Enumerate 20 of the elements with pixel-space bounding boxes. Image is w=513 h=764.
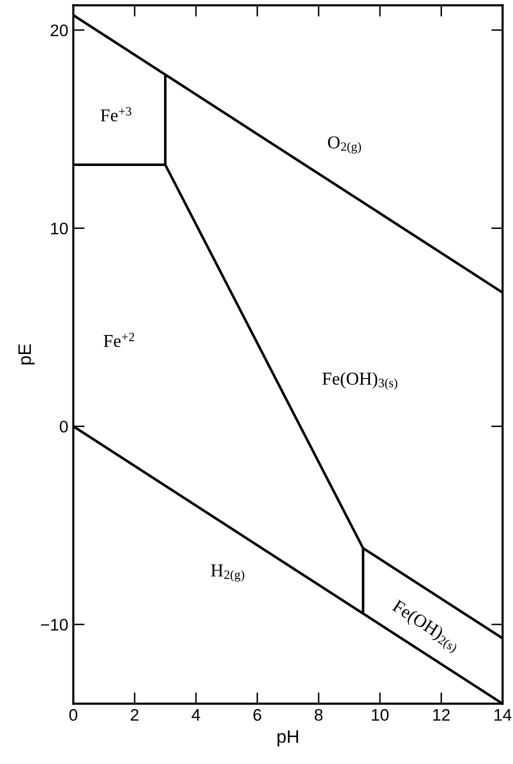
x-tick-label: 2 xyxy=(130,709,138,721)
annotation: Fe$^{+2}$ xyxy=(104,332,134,348)
annotation: O$_{2(g)}$ xyxy=(328,136,361,154)
x-tick-label: 4 xyxy=(192,709,200,721)
y-tick-label: 0 xyxy=(60,420,68,433)
annotation: Fe(OH)$_{2(s)}$ xyxy=(388,598,462,654)
y-tick-label: 20 xyxy=(50,24,68,36)
annotation: Fe(OH)$_{3(s)}$ xyxy=(322,372,398,390)
x-tick-label: 10 xyxy=(372,709,389,721)
annotation: H$_{2(g)}$ xyxy=(211,564,244,582)
x-tick-label: 8 xyxy=(314,709,323,721)
y-tick-label: 10 xyxy=(51,222,68,234)
x-tick-label: 0 xyxy=(69,709,78,721)
x-tick-label: 12 xyxy=(433,709,450,721)
x-tick-label: 6 xyxy=(254,709,262,721)
y-tick-label: −10 xyxy=(40,618,68,631)
x-tick-label: 14 xyxy=(494,709,512,721)
y-axis-title: pE xyxy=(18,344,35,364)
x-axis-title: pH xyxy=(278,730,298,746)
annotation: Fe$^{+3}$ xyxy=(100,107,132,122)
